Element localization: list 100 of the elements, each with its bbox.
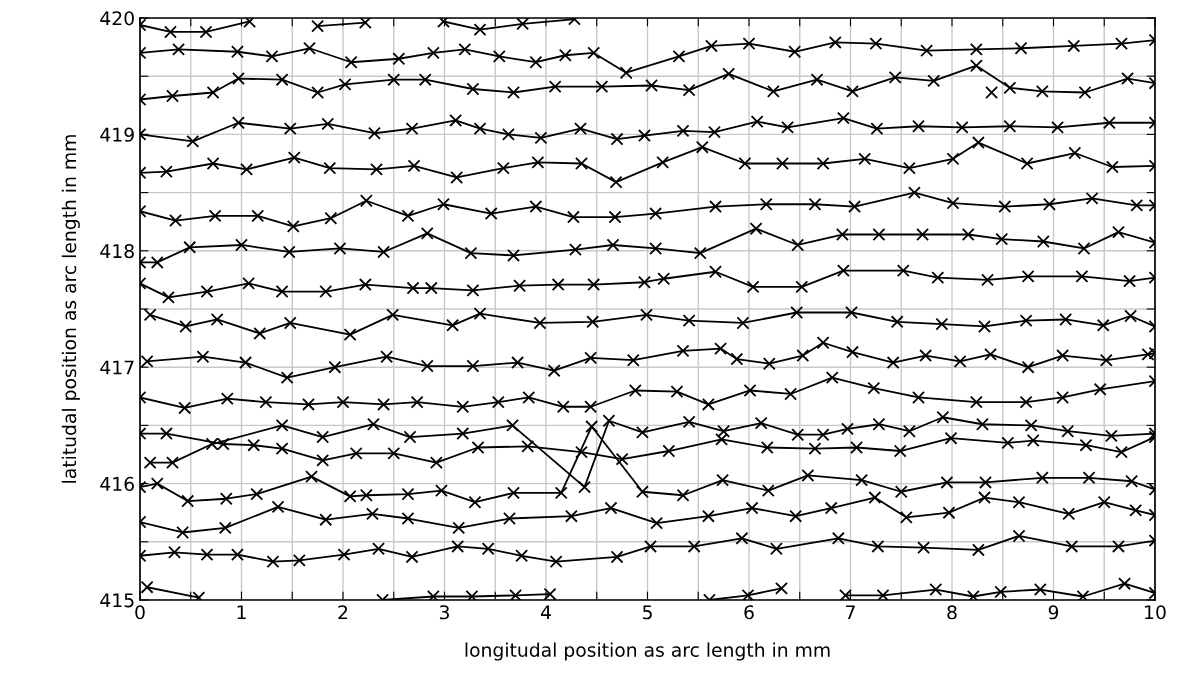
point xyxy=(511,356,525,370)
point xyxy=(140,354,154,368)
point xyxy=(208,209,222,223)
point xyxy=(893,444,907,458)
point xyxy=(606,238,620,252)
point xyxy=(283,122,297,136)
point xyxy=(507,248,520,262)
point xyxy=(1125,474,1139,488)
point xyxy=(835,228,849,241)
point xyxy=(709,265,722,279)
point xyxy=(183,240,197,254)
point xyxy=(283,316,297,330)
point xyxy=(896,264,910,278)
point xyxy=(466,359,480,373)
point xyxy=(287,151,301,165)
point xyxy=(424,281,438,295)
point xyxy=(676,124,690,138)
point xyxy=(280,371,294,385)
point xyxy=(978,319,991,333)
point xyxy=(1111,539,1125,553)
point xyxy=(349,446,363,460)
point xyxy=(265,49,279,63)
point xyxy=(181,494,195,508)
point xyxy=(761,484,775,498)
point xyxy=(872,228,886,241)
point xyxy=(515,549,529,563)
y-axis-title: latitudal position as arc length in mm xyxy=(61,135,80,483)
point xyxy=(168,545,181,559)
point xyxy=(946,152,960,166)
point xyxy=(640,308,653,322)
point xyxy=(929,583,943,596)
point xyxy=(359,194,373,208)
point xyxy=(912,119,925,133)
point xyxy=(242,276,256,290)
point xyxy=(969,42,983,56)
point xyxy=(890,315,904,329)
point xyxy=(845,306,858,319)
point xyxy=(1076,590,1090,600)
point xyxy=(437,18,450,28)
point xyxy=(275,418,289,432)
point xyxy=(619,66,633,80)
point xyxy=(403,430,417,444)
point xyxy=(159,427,173,441)
point xyxy=(766,84,780,98)
point xyxy=(961,228,975,241)
point xyxy=(159,165,173,179)
point xyxy=(456,400,470,414)
point xyxy=(1129,503,1143,517)
point xyxy=(316,453,330,467)
point xyxy=(372,542,385,556)
point xyxy=(450,171,464,184)
point xyxy=(920,44,934,58)
point xyxy=(247,438,261,452)
point xyxy=(1061,424,1075,438)
point xyxy=(1021,360,1035,374)
point xyxy=(534,131,548,145)
point xyxy=(533,316,547,330)
point xyxy=(471,441,485,454)
point xyxy=(426,590,440,600)
point xyxy=(836,264,850,278)
point xyxy=(437,197,450,211)
point xyxy=(275,73,289,87)
point xyxy=(730,352,744,366)
point xyxy=(701,397,715,411)
point xyxy=(377,245,391,259)
point xyxy=(940,475,954,489)
point xyxy=(434,484,448,498)
point xyxy=(319,513,333,527)
point xyxy=(746,280,760,294)
point xyxy=(745,501,759,515)
point xyxy=(682,314,696,328)
x-tick-label: 8 xyxy=(947,605,957,620)
point xyxy=(230,548,244,562)
point xyxy=(529,200,543,214)
point xyxy=(888,70,902,84)
point xyxy=(210,313,224,326)
point xyxy=(1014,41,1028,55)
point xyxy=(858,152,872,166)
point xyxy=(759,197,773,211)
point xyxy=(656,155,670,169)
point xyxy=(1115,445,1128,459)
point xyxy=(736,316,750,330)
point xyxy=(585,420,599,434)
point xyxy=(816,336,830,350)
point xyxy=(917,541,931,555)
point xyxy=(886,356,900,370)
point xyxy=(200,548,214,562)
point xyxy=(1078,86,1092,99)
point xyxy=(200,285,214,299)
point xyxy=(407,159,421,173)
point xyxy=(872,417,886,431)
point xyxy=(1019,395,1033,409)
point xyxy=(344,55,358,69)
point xyxy=(531,155,545,169)
point xyxy=(649,207,663,221)
point xyxy=(1068,146,1082,160)
point xyxy=(1024,418,1038,432)
point xyxy=(292,553,306,567)
point xyxy=(305,470,318,484)
point xyxy=(166,456,179,470)
